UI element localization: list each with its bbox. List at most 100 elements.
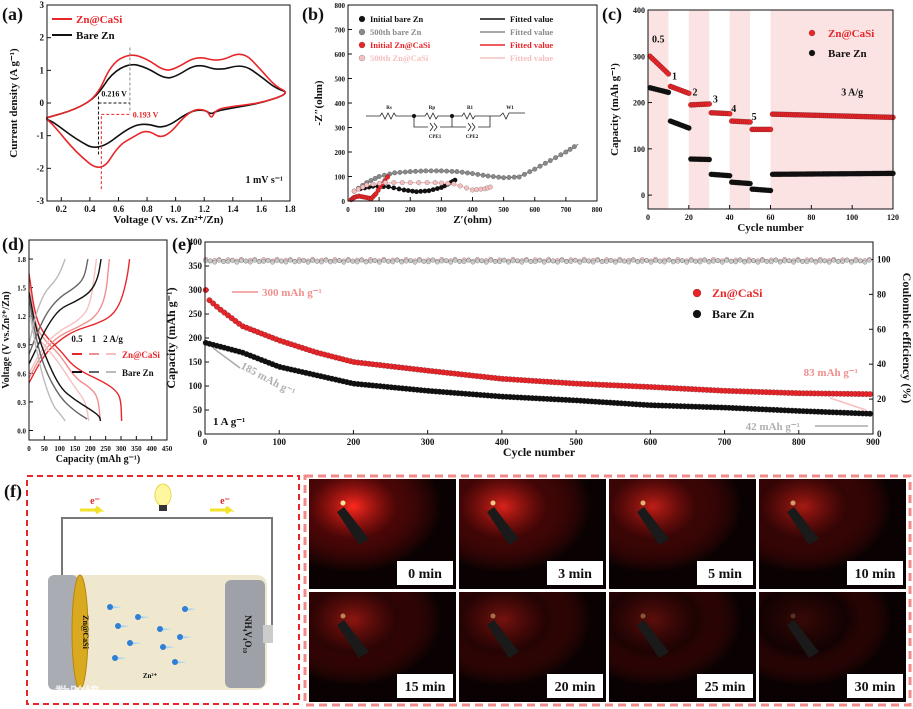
ce-point [648,259,654,265]
y-tick-label: 100 [189,381,203,391]
ce-point [804,259,810,265]
ce-point [768,259,774,265]
ion-trail [163,646,175,649]
annotation-casi-end: 83 mAh g⁻¹ [804,367,858,379]
data-point [430,187,436,193]
ce-point [403,258,409,264]
y-tick-label: 0 [342,198,346,206]
data-point [454,169,460,175]
y-tick-label: 100 [335,174,346,182]
data-point [444,168,450,174]
charge-curve [28,258,98,374]
ce-point [537,257,543,263]
data-point [685,90,692,97]
y2-axis-label: Coulombic efficiency (%) [900,273,913,404]
x-tick-label: 120 [887,213,899,222]
ce-point [653,258,658,263]
electron-flow-arrow-icon [210,505,235,515]
y2-tick-label: 60 [877,324,887,334]
data-point [402,169,408,175]
ce-point [555,259,561,265]
photo-tile: 3 min [459,479,606,589]
x-tick-label: 1.6 [256,204,268,214]
data-point [391,180,397,186]
ce-point [390,259,396,265]
y-tick-label: 0 [40,98,45,108]
data-point [501,175,507,181]
data-point [423,168,429,174]
legend-marker [808,49,816,57]
ce-point [501,257,507,263]
ce-point [746,258,752,264]
ce-point [808,257,814,263]
rate-band [688,10,710,209]
legend-label-bare-zn: Bare Zn [122,368,154,378]
led-light-icon [640,613,646,619]
data-point [457,183,463,189]
led-device [787,507,819,545]
legend-label-zn-casi: Zn@CaSi [76,14,122,26]
y-tick-label: 300 [633,52,645,61]
circuit-label: Rs [386,106,392,111]
data-point [364,182,370,188]
ce-point [777,259,783,265]
x-tick-label: 100 [846,213,858,222]
cv-curve-zn-casi [46,53,286,168]
data-point [726,110,733,117]
ion-label: Zn²⁺ [143,672,158,680]
data-point [428,168,434,174]
ce-point [581,258,587,264]
circuit-wires [366,112,525,128]
ce-point [372,258,378,263]
x-axis-label: Cycle number [737,222,803,234]
zn-ion-icon [135,614,141,620]
ce-point [564,259,569,265]
data-point [553,155,559,161]
ce-point [764,258,770,264]
data-point [399,180,405,186]
time-label-box [547,674,603,698]
data-point [375,187,381,193]
zn-ion-icon [112,655,118,661]
current-density-label: 1 A g⁻¹ [213,416,245,428]
ce-point [506,259,512,265]
ion-trail [185,608,197,611]
battery-schematic: e⁻ e⁻ Zn@CaSi NH₄V₄O₁₀ Zn²⁺ 大数跨境 [26,475,300,705]
legend-label: 500th Zn@CaSi [370,53,429,63]
legend-fit-label: Fitted value [510,27,553,37]
ce-point [283,259,289,265]
scan-rate-label: 1 mV s⁻¹ [245,175,283,186]
ce-point [296,258,302,264]
ce-point [577,259,583,265]
x-tick-label: 0.6 [113,204,125,214]
ce-point [412,259,418,265]
y-tick-label: 250 [189,309,203,319]
plot-frame-b [347,4,598,202]
time-label: 25 min [705,680,746,695]
ce-point [488,257,494,263]
photo-tile: 15 min [309,592,456,702]
data-point [532,166,538,172]
ce-point [207,258,213,264]
ce-point [314,258,320,264]
ce-point [688,258,694,263]
zn-ion-icon [157,626,163,632]
cpe-symbol [429,122,476,132]
capacity-point [213,303,220,310]
y-tick-label: 0.6 [17,370,26,378]
ce-point [617,258,623,264]
rate-legend: 2 A/g [103,334,123,344]
led-light-icon [340,500,346,506]
ion-trail [115,657,127,660]
ce-point [528,259,534,265]
zn-casi-anode [71,574,89,690]
data-point [438,168,444,174]
ce-point [466,257,471,263]
ce-point [742,259,748,265]
data-point [521,171,528,177]
capacity-point [866,410,874,417]
data-point [685,125,692,131]
data-point [480,172,486,178]
data-point [469,187,476,193]
ce-point [203,258,209,264]
